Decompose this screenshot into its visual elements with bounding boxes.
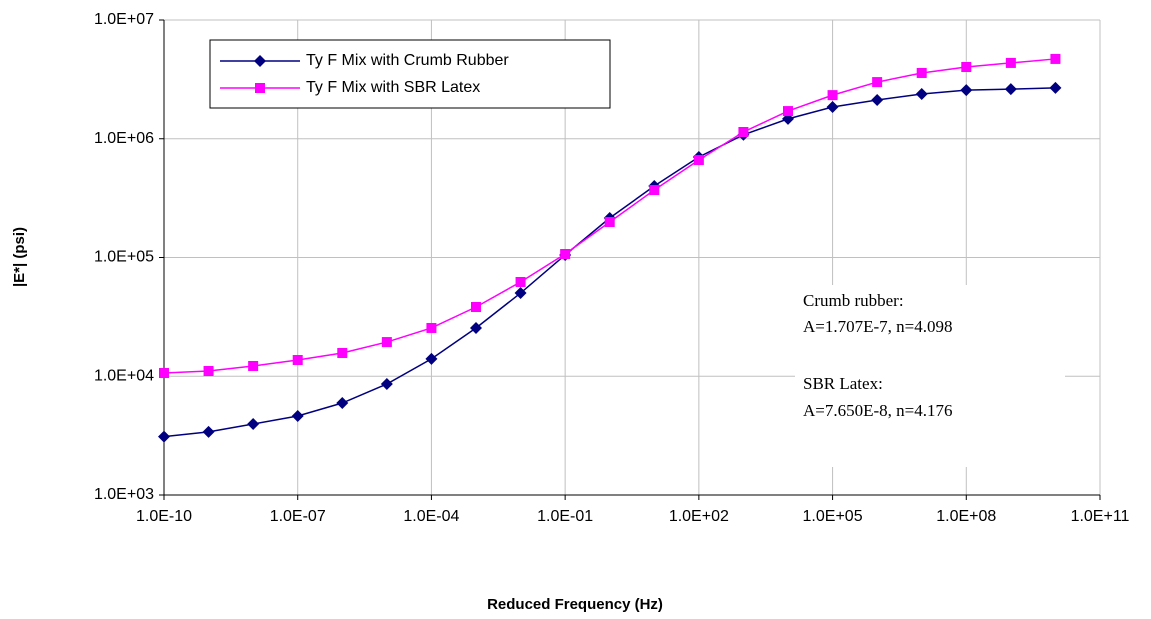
x-tick-label: 1.0E-04 — [403, 508, 459, 525]
marker — [1005, 57, 1016, 68]
annotation: A=7.650E-8, n=4.176 — [803, 401, 953, 420]
x-axis-label: Reduced Frequency (Hz) — [487, 596, 663, 613]
marker — [514, 287, 527, 300]
x-tick-label: 1.0E-10 — [136, 508, 192, 525]
marker — [202, 425, 215, 438]
marker — [961, 61, 972, 72]
y-tick-label: 1.0E+06 — [94, 130, 154, 147]
legend-box — [209, 39, 611, 109]
annotation: Crumb rubber: — [803, 291, 904, 310]
annotation: A=1.707E-7, n=4.098 — [803, 317, 953, 336]
x-tick-label: 1.0E+08 — [936, 508, 996, 525]
x-tick-label: 1.0E-07 — [270, 508, 326, 525]
marker — [247, 418, 260, 431]
marker — [915, 88, 928, 101]
marker — [425, 352, 438, 365]
y-tick-label: 1.0E+07 — [94, 11, 154, 28]
x-tick-label: 1.0E+02 — [669, 508, 729, 525]
marker — [649, 185, 660, 196]
marker — [960, 84, 973, 97]
marker — [336, 397, 349, 410]
legend: Ty F Mix with Crumb Rubber Ty F Mix with … — [209, 39, 611, 109]
y-tick-label: 1.0E+05 — [94, 249, 154, 266]
marker — [291, 409, 304, 422]
marker — [1049, 81, 1062, 94]
marker — [693, 155, 704, 166]
marker — [158, 430, 170, 443]
marker — [738, 126, 749, 137]
marker — [381, 337, 392, 348]
marker — [1004, 83, 1017, 96]
x-tick-label: 1.0E+11 — [1071, 508, 1130, 525]
marker — [783, 106, 793, 117]
marker — [292, 355, 303, 366]
marker — [872, 77, 883, 88]
y-tick-label: 1.0E+04 — [94, 367, 154, 384]
marker — [1050, 53, 1061, 64]
marker — [515, 276, 526, 287]
marker — [827, 90, 838, 101]
marker — [248, 360, 259, 371]
marker — [159, 368, 169, 379]
marker — [471, 301, 481, 312]
marker — [470, 321, 482, 334]
y-tick-label: 1.0E+03 — [94, 486, 154, 503]
marker — [203, 366, 214, 377]
marker — [254, 55, 266, 67]
marker — [255, 83, 265, 93]
marker — [337, 347, 348, 358]
marker — [604, 217, 615, 228]
marker — [871, 93, 884, 106]
marker — [826, 101, 839, 114]
legend-label: Ty F Mix with Crumb Rubber — [306, 52, 509, 69]
marker — [560, 249, 571, 260]
annotation-box — [795, 285, 1065, 467]
marker — [916, 67, 927, 78]
annotation: SBR Latex: — [803, 374, 883, 393]
x-tick-label: 1.0E+05 — [803, 508, 863, 525]
marker — [426, 322, 437, 333]
legend-label: Ty F Mix with SBR Latex — [306, 79, 480, 96]
marker — [380, 378, 393, 391]
y-axis-label: |E*| (psi) — [11, 227, 28, 287]
x-tick-label: 1.0E-01 — [537, 508, 593, 525]
